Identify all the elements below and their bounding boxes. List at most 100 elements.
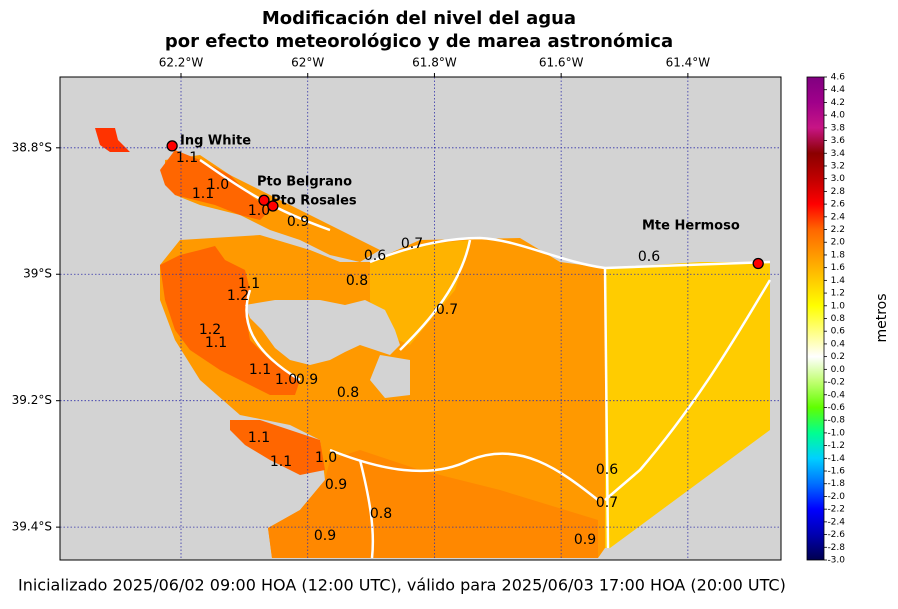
station-label: Mte Hermoso	[642, 219, 740, 234]
contour-label: 1.1	[176, 150, 198, 166]
colorbar-label: metros	[874, 293, 890, 342]
x-tick-label: 61.6°W	[539, 56, 584, 70]
island	[370, 355, 410, 398]
colorbar-tick-label: -0.6	[827, 403, 845, 413]
contour-label: 0.8	[337, 385, 359, 401]
station-marker	[166, 140, 178, 152]
y-tick-label: 39.4°S	[12, 520, 52, 534]
colorbar-tick-label: 0.6	[831, 327, 846, 337]
colorbar	[806, 76, 825, 561]
contour-label: 1.0	[275, 372, 297, 388]
contour-label: 0.9	[287, 214, 309, 230]
contour-label: 1.2	[227, 288, 249, 304]
graticule: 62.2°W 62°W 61.8°W 61.6°W 61.4°W 38.8°S 39°S 39…	[12, 56, 781, 560]
x-tick-label: 61.8°W	[412, 56, 457, 70]
x-tick-label: 62°W	[291, 56, 324, 70]
colorbar-tick-label: -0.2	[827, 378, 845, 388]
colorbar-tick-label: 4.6	[831, 73, 846, 83]
colorbar-tick-label: -1.4	[827, 454, 845, 464]
y-tick-label: 39°S	[23, 267, 52, 281]
colorbar-tick-label: -2.2	[827, 505, 845, 515]
contour-label: 1.1	[270, 454, 292, 470]
field	[268, 450, 598, 558]
stations: Ing White Pto Belgrano Pto Rosales Mte H…	[166, 134, 764, 270]
colorbar-tick-label: -2.4	[827, 517, 845, 527]
colorbar-tick-label: 0.0	[831, 365, 846, 375]
field	[95, 128, 130, 152]
contour-label: 0.7	[596, 495, 618, 511]
contour-label: 1.1	[248, 430, 270, 446]
map-frame	[59, 76, 782, 561]
contour-label: 1.0	[248, 203, 270, 219]
contour-label: 0.9	[574, 532, 596, 548]
colorbar-tick-label: 1.0	[831, 301, 846, 311]
contour-label: 1.0	[315, 450, 337, 466]
title-line: por efecto meteorológico y de marea astr…	[165, 31, 673, 52]
station-label: Pto Belgrano	[257, 175, 352, 190]
colorbar-tick-label: 2.6	[831, 200, 846, 210]
colorbar-tick-label: -1.8	[827, 479, 845, 489]
station-label: Ing White	[180, 134, 251, 149]
contour-label: 0.7	[436, 302, 458, 318]
station-label: Pto Rosales	[271, 194, 357, 209]
island	[245, 300, 400, 365]
colorbar-tick-label: 4.4	[831, 85, 846, 95]
colorbar-tick-label: 2.8	[831, 187, 846, 197]
field	[160, 150, 270, 220]
contour-label: 0.8	[346, 273, 368, 289]
colorbar-ticks: -3.0 -2.8 -2.6 -2.4 -2.2 -2.0 -1.8 -1.6 -1.4 -1.2…	[824, 73, 845, 566]
y-tick-label: 39.2°S	[12, 393, 52, 407]
colorbar-tick-label: 1.8	[831, 250, 846, 260]
contour-label: 1.1	[238, 276, 260, 292]
station-marker	[258, 194, 270, 206]
station-marker	[267, 200, 279, 212]
colorbar-tick-label: 0.8	[831, 314, 846, 324]
x-tick-label: 62.2°W	[159, 56, 204, 70]
colorbar-tick-label: 4.0	[831, 111, 846, 121]
field	[160, 246, 300, 395]
contour-label: 0.8	[370, 506, 392, 522]
colorbar-tick-label: -0.4	[827, 390, 845, 400]
contour-labels: 1.1 1.0 1.1 1.0 0.9 0.7 0.6 0.8 0.6 1.1 …	[176, 150, 660, 548]
contour-label: 0.6	[364, 248, 386, 264]
colorbar-tick-label: 0.4	[831, 339, 846, 349]
colorbar-tick-label: -1.6	[827, 467, 845, 477]
contour-label: 1.1	[249, 362, 271, 378]
contour-line	[604, 279, 772, 501]
contour-line	[369, 236, 771, 270]
contour-line	[329, 448, 599, 501]
contour-label: 0.7	[401, 236, 423, 252]
colorbar-tick-label: 2.0	[831, 238, 846, 248]
colorbar-tick-label: 3.6	[831, 136, 846, 146]
colorbar-tick-label: 1.6	[831, 263, 846, 273]
colorbar-tick-label: -2.6	[827, 530, 845, 540]
x-tick-label: 61.4°W	[666, 56, 711, 70]
colorbar-tick-label: 4.2	[831, 98, 845, 108]
colorbar-tick-label: -2.8	[827, 543, 845, 553]
colorbar-tick-label: -0.8	[827, 416, 845, 426]
station-marker	[752, 257, 764, 270]
field	[230, 420, 325, 475]
colorbar-tick-label: 0.2	[831, 352, 845, 362]
colorbar-tick-label: 2.4	[831, 212, 846, 222]
contour-label: 0.9	[296, 372, 318, 388]
colorbar-tick-label: 1.2	[831, 289, 845, 299]
footer: Inicializado 2025/06/02 09:00 HOA (12:00…	[18, 576, 786, 595]
colorbar-tick-label: 3.8	[831, 123, 846, 133]
contour-line	[603, 267, 610, 549]
colorbar-tick-label: 1.4	[831, 276, 846, 286]
contour-label: 0.9	[325, 477, 347, 493]
field	[605, 262, 770, 548]
colorbar-tick-label: -3.0	[827, 556, 845, 566]
title-line: Modificación del nivel del agua	[262, 8, 576, 29]
contour-line	[399, 239, 472, 351]
colorbar-tick-label: 2.2	[831, 225, 845, 235]
contour-label: 0.6	[596, 462, 618, 478]
colorbar-tick-label: -1.2	[827, 441, 845, 451]
contour-line	[358, 459, 375, 559]
contour-label: 1.1	[192, 186, 214, 202]
colorbar-tick-label: -2.0	[827, 492, 845, 502]
contour-label: 0.9	[314, 528, 336, 544]
colorbar-tick-label: -1.0	[827, 428, 845, 438]
